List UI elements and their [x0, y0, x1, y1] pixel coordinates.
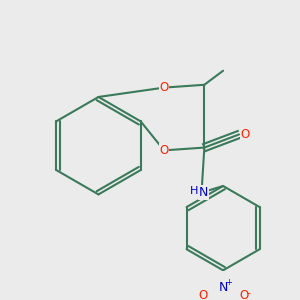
Text: O: O	[198, 289, 208, 300]
Text: O: O	[159, 81, 169, 94]
Text: N: N	[218, 281, 228, 294]
Text: O: O	[239, 289, 249, 300]
Text: +: +	[225, 278, 232, 286]
Text: O: O	[241, 128, 250, 141]
Text: O: O	[159, 144, 169, 157]
Text: H: H	[190, 186, 199, 196]
Text: N: N	[199, 186, 208, 199]
Text: -: -	[247, 288, 251, 298]
